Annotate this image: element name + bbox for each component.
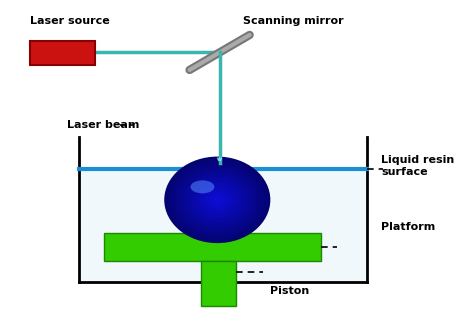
Ellipse shape	[200, 186, 235, 214]
Ellipse shape	[182, 170, 253, 229]
Ellipse shape	[172, 163, 263, 237]
Ellipse shape	[207, 191, 228, 209]
Bar	[104, 233, 321, 261]
Ellipse shape	[187, 175, 248, 225]
Bar	[201, 261, 236, 305]
Ellipse shape	[205, 190, 229, 210]
Ellipse shape	[196, 183, 238, 217]
Ellipse shape	[176, 166, 258, 233]
Ellipse shape	[210, 193, 225, 206]
Ellipse shape	[191, 178, 244, 221]
Text: Laser beam: Laser beam	[67, 120, 140, 129]
Ellipse shape	[208, 192, 227, 207]
Ellipse shape	[165, 158, 269, 242]
Ellipse shape	[177, 168, 257, 232]
Ellipse shape	[210, 194, 224, 205]
Text: Platform: Platform	[381, 222, 435, 232]
Ellipse shape	[179, 169, 256, 231]
Ellipse shape	[212, 196, 223, 204]
Ellipse shape	[193, 180, 241, 219]
Ellipse shape	[188, 176, 246, 224]
Ellipse shape	[191, 180, 214, 193]
Ellipse shape	[213, 197, 221, 203]
Ellipse shape	[175, 165, 260, 234]
Text: Laser source: Laser source	[30, 16, 110, 26]
Ellipse shape	[195, 182, 240, 218]
Ellipse shape	[185, 174, 249, 226]
Ellipse shape	[215, 198, 220, 202]
Ellipse shape	[173, 164, 261, 236]
Ellipse shape	[164, 156, 270, 243]
Ellipse shape	[216, 199, 219, 201]
Ellipse shape	[183, 172, 252, 228]
Ellipse shape	[170, 161, 265, 239]
Ellipse shape	[192, 179, 243, 220]
Ellipse shape	[203, 188, 232, 212]
Bar	[30, 41, 95, 65]
Ellipse shape	[190, 177, 245, 223]
Text: Scanning mirror: Scanning mirror	[243, 16, 343, 26]
Text: Liquid resin
surface: Liquid resin surface	[381, 156, 454, 177]
Ellipse shape	[197, 184, 237, 216]
Ellipse shape	[167, 159, 268, 241]
Ellipse shape	[184, 173, 250, 227]
Ellipse shape	[201, 187, 233, 213]
Ellipse shape	[168, 160, 266, 240]
Ellipse shape	[204, 189, 230, 211]
Text: Piston: Piston	[270, 286, 310, 296]
Ellipse shape	[180, 170, 255, 230]
Bar	[79, 170, 367, 282]
Ellipse shape	[171, 162, 264, 238]
Ellipse shape	[199, 185, 236, 215]
